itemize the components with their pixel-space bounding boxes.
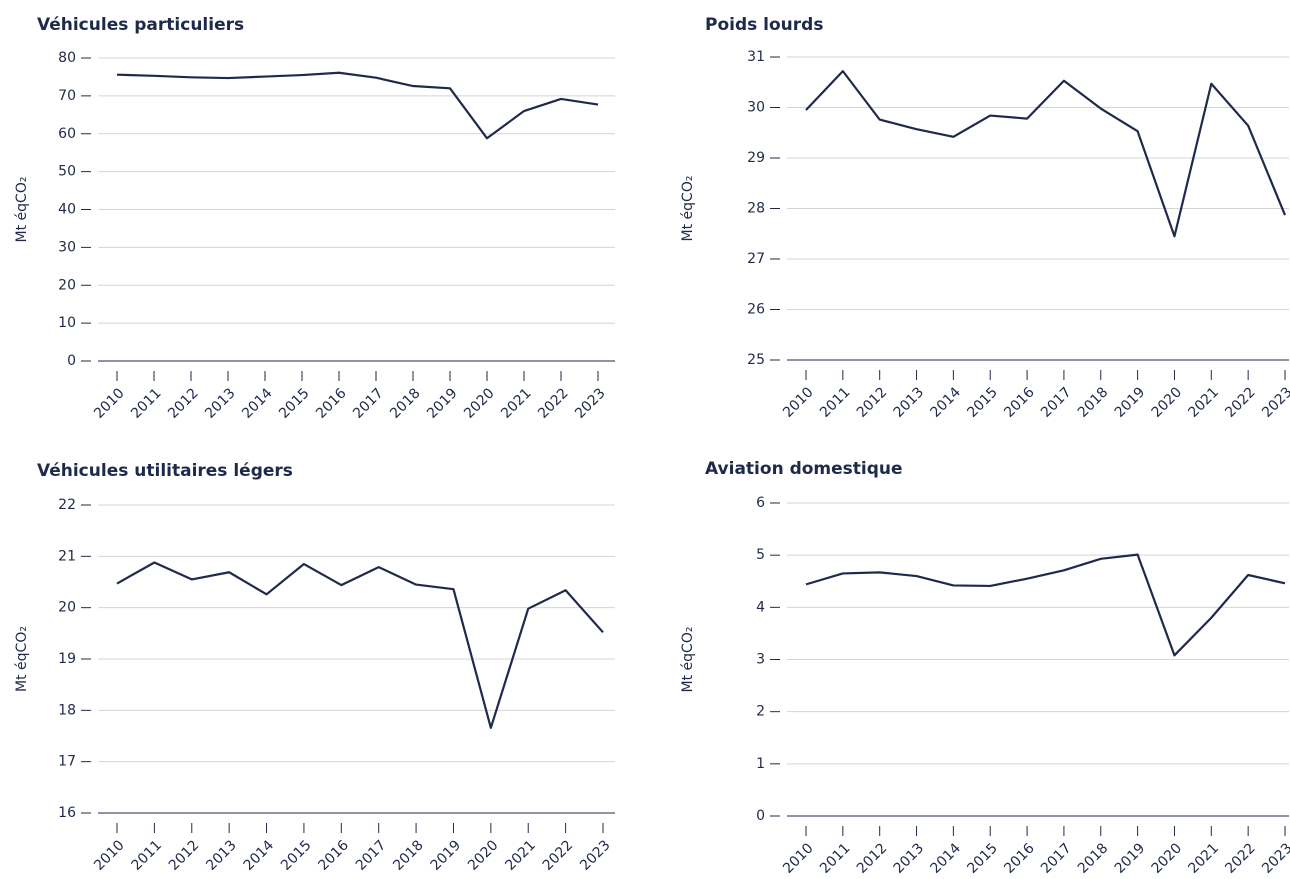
x-tick-label: 2012 [854,840,891,877]
x-tick-label: 2017 [353,837,390,874]
x-tick-label: 2019 [424,385,461,422]
x-tick-label: 2011 [817,840,854,877]
y-tick-label: 26 [747,302,765,318]
x-tick-label: 2015 [278,837,315,874]
y-axis-label: Mt éqCO₂ [680,627,696,693]
x-tick-label: 2011 [129,837,166,874]
y-tick-label: 20 [58,277,76,293]
data-line [116,561,604,729]
x-tick-label: 2017 [1038,840,1075,877]
y-tick-label: 28 [747,201,765,217]
x-tick-label: 2014 [241,837,278,874]
y-tick-label: 0 [67,353,76,369]
y-tick-label: 20 [58,600,76,616]
x-tick-label: 2015 [964,840,1001,877]
y-tick-label: 30 [747,100,765,116]
x-tick-label: 2023 [1259,384,1290,421]
x-tick-label: 2018 [390,837,427,874]
x-tick-label: 2010 [780,384,817,421]
x-tick-label: 2016 [315,837,352,874]
y-tick-label: 29 [747,150,765,166]
y-tick-label: 80 [58,50,76,66]
y-tick-label: 5 [756,547,765,563]
x-tick-label: 2020 [465,837,502,874]
y-tick-label: 16 [58,805,76,821]
y-tick-label: 60 [58,126,76,142]
chart-title: Véhicules utilitaires légers [37,461,293,481]
x-tick-label: 2021 [502,837,539,874]
x-tick-label: 2010 [91,837,128,874]
x-tick-label: 2016 [1001,840,1038,877]
x-tick-label: 2021 [1185,840,1222,877]
y-axis-label: Mt éqCO₂ [680,176,696,242]
y-tick-label: 21 [58,548,76,564]
x-tick-label: 2012 [854,384,891,421]
chart-title: Véhicules particuliers [37,15,244,35]
y-tick-label: 19 [58,651,76,667]
x-tick-label: 2020 [461,385,498,422]
x-tick-label: 2013 [202,385,239,422]
x-tick-label: 2011 [128,385,165,422]
y-tick-label: 2 [756,704,765,720]
x-tick-label: 2023 [1259,840,1290,877]
x-tick-label: 2019 [1112,384,1149,421]
x-tick-label: 2012 [166,837,203,874]
x-tick-label: 2021 [1185,384,1222,421]
data-line [116,71,599,140]
data-line [805,70,1287,238]
data-line [805,553,1286,657]
x-tick-label: 2019 [428,837,465,874]
x-tick-label: 2014 [928,384,965,421]
x-tick-label: 2013 [203,837,240,874]
y-tick-label: 25 [747,352,765,368]
y-tick-label: 50 [58,164,76,180]
x-tick-label: 2011 [817,384,854,421]
x-tick-label: 2013 [891,840,928,877]
x-tick-label: 2013 [891,384,928,421]
y-tick-label: 30 [58,239,76,255]
x-tick-label: 2015 [964,384,1001,421]
y-axis-label: Mt éqCO₂ [14,626,30,692]
x-tick-label: 2012 [165,385,202,422]
y-tick-label: 3 [756,652,765,668]
x-tick-label: 2022 [1222,384,1259,421]
y-tick-label: 0 [756,808,765,824]
x-tick-label: 2023 [577,837,614,874]
x-tick-label: 2019 [1112,840,1149,877]
x-tick-label: 2020 [1149,384,1186,421]
y-tick-label: 10 [58,315,76,331]
y-tick-label: 40 [58,202,76,218]
y-axis-label: Mt éqCO₂ [14,177,30,243]
y-tick-label: 18 [58,702,76,718]
chart-title: Aviation domestique [705,459,903,479]
x-tick-label: 2022 [540,837,577,874]
x-tick-label: 2023 [572,385,609,422]
x-tick-label: 2010 [780,840,817,877]
y-tick-label: 1 [756,756,765,772]
y-tick-label: 31 [747,49,765,65]
x-tick-label: 2017 [1038,384,1075,421]
x-tick-label: 2014 [239,385,276,422]
x-tick-label: 2022 [1222,840,1259,877]
y-tick-label: 70 [58,88,76,104]
x-tick-label: 2018 [1075,384,1112,421]
chart-title: Poids lourds [705,15,823,35]
y-tick-label: 17 [58,754,76,770]
x-tick-label: 2018 [1075,840,1112,877]
x-tick-label: 2022 [535,385,572,422]
x-tick-label: 2020 [1149,840,1186,877]
x-tick-label: 2010 [91,385,128,422]
x-tick-label: 2021 [498,385,535,422]
y-tick-label: 4 [756,599,765,615]
x-tick-label: 2016 [313,385,350,422]
x-tick-label: 2018 [387,385,424,422]
x-tick-label: 2016 [1001,384,1038,421]
x-tick-label: 2017 [350,385,387,422]
y-tick-label: 22 [58,497,76,513]
x-tick-label: 2015 [276,385,313,422]
y-tick-label: 6 [756,495,765,511]
y-tick-label: 27 [747,251,765,267]
x-tick-label: 2014 [928,840,965,877]
